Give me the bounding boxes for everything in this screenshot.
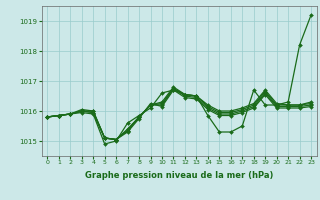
X-axis label: Graphe pression niveau de la mer (hPa): Graphe pression niveau de la mer (hPa)	[85, 171, 273, 180]
